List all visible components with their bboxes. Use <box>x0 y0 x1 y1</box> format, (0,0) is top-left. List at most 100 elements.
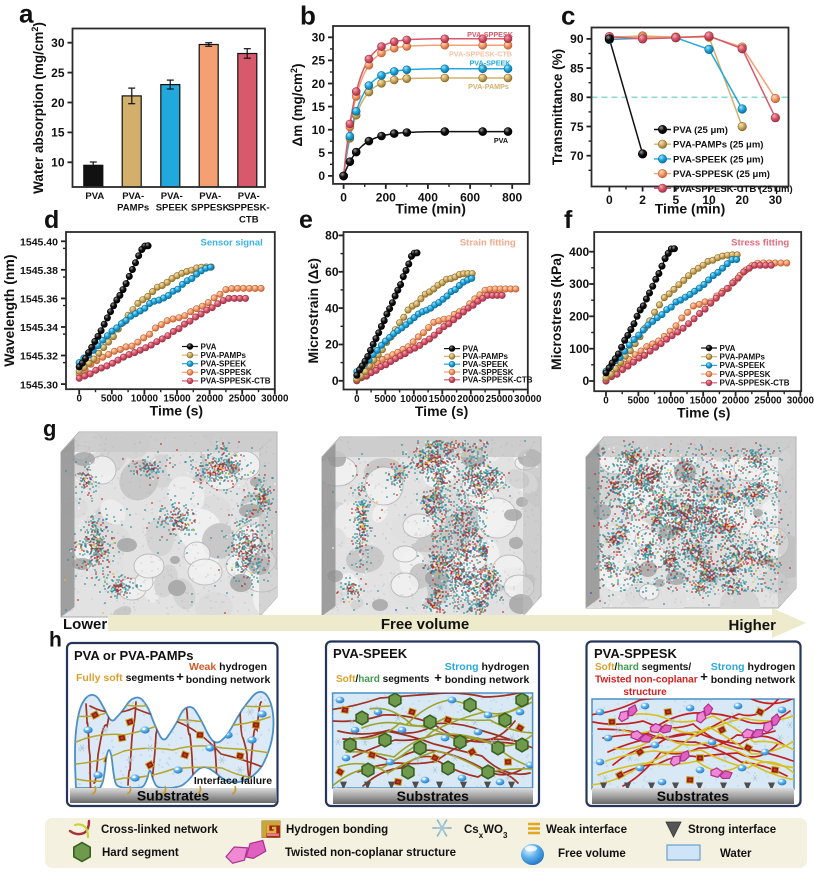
svg-text:30: 30 <box>312 31 326 45</box>
svg-text:20: 20 <box>51 96 65 110</box>
svg-text:b: b <box>300 1 316 31</box>
svg-text:c: c <box>561 0 575 30</box>
svg-text:+: + <box>176 669 184 684</box>
svg-text:Free volume: Free volume <box>381 616 469 633</box>
svg-text:PVA (25 μm): PVA (25 μm) <box>673 125 728 136</box>
svg-text:SPPESK: SPPESK <box>191 203 230 214</box>
svg-text:Strain fitting: Strain fitting <box>460 238 516 249</box>
svg-text:10: 10 <box>702 193 716 207</box>
svg-text:0: 0 <box>318 169 325 183</box>
svg-text:25: 25 <box>312 54 326 68</box>
svg-text:Weak interface: Weak interface <box>546 824 627 836</box>
svg-text:20000: 20000 <box>722 396 750 407</box>
svg-text:f: f <box>564 206 573 234</box>
svg-text:PVA-SPPESK: PVA-SPPESK <box>463 368 514 377</box>
svg-text:15000: 15000 <box>429 394 457 405</box>
svg-text:PAMPs: PAMPs <box>117 203 149 214</box>
svg-text:Interface failure: Interface failure <box>194 775 272 787</box>
svg-text:PVA-SPPESK: PVA-SPPESK <box>720 370 771 379</box>
svg-text:+: + <box>434 670 442 685</box>
svg-text:85: 85 <box>570 61 584 75</box>
svg-text:Twisted non-coplanar structure: Twisted non-coplanar structure <box>285 847 456 859</box>
svg-text:Fully soft segments: Fully soft segments <box>76 672 175 684</box>
svg-text:bonding network: bonding network <box>445 674 530 686</box>
svg-text:Soft/hard segments: Soft/hard segments <box>336 674 430 685</box>
svg-text:Strong hydrogen: Strong hydrogen <box>711 661 796 673</box>
svg-text:10000: 10000 <box>131 394 159 405</box>
svg-text:600: 600 <box>460 190 480 204</box>
svg-text:Time (s): Time (s) <box>415 403 468 419</box>
svg-text:Water absorption (mg/cm2): Water absorption (mg/cm2) <box>30 22 46 194</box>
svg-text:PVA: PVA <box>201 342 217 351</box>
svg-text:e: e <box>299 206 313 234</box>
svg-text:30000: 30000 <box>514 394 542 405</box>
svg-text:PVA-SPPESK-CTB: PVA-SPPESK-CTB <box>720 379 790 388</box>
svg-text:PVA-: PVA- <box>161 191 183 202</box>
svg-text:Hard segment: Hard segment <box>102 847 179 859</box>
svg-text:5000: 5000 <box>374 394 396 405</box>
svg-text:30000: 30000 <box>261 394 289 405</box>
svg-text:PVA-: PVA- <box>199 191 221 202</box>
svg-text:PVA-: PVA- <box>238 191 260 202</box>
svg-text:Strong interface: Strong interface <box>688 824 776 836</box>
svg-text:PVA-SPPESK: PVA-SPPESK <box>201 368 252 377</box>
svg-text:10: 10 <box>312 123 326 137</box>
svg-text:PVA-SPEEK: PVA-SPEEK <box>333 646 408 661</box>
svg-text:Weak hydrogen: Weak hydrogen <box>189 661 267 673</box>
svg-text:Stress fitting: Stress fitting <box>731 238 789 249</box>
svg-text:PVA-PAMPs (25 μm): PVA-PAMPs (25 μm) <box>673 140 763 151</box>
svg-text:PVA or PVA-PAMPs: PVA or PVA-PAMPs <box>74 648 193 663</box>
svg-text:2: 2 <box>639 193 646 207</box>
svg-text:70: 70 <box>570 149 584 163</box>
svg-text:200: 200 <box>376 190 396 204</box>
svg-text:0: 0 <box>606 193 613 207</box>
svg-text:30: 30 <box>769 193 783 207</box>
svg-text:90: 90 <box>570 32 584 46</box>
svg-text:PVA: PVA <box>463 344 479 353</box>
svg-text:20: 20 <box>312 77 326 91</box>
svg-text:PVA-SPPESK: PVA-SPPESK <box>594 646 677 661</box>
svg-text:20: 20 <box>736 193 750 207</box>
svg-text:30: 30 <box>51 36 65 50</box>
svg-text:d: d <box>44 206 59 234</box>
svg-text:Substrates: Substrates <box>657 788 730 804</box>
svg-text:Transmittance (%): Transmittance (%) <box>550 49 565 165</box>
svg-text:80: 80 <box>325 229 339 243</box>
svg-text:Time (min): Time (min) <box>395 201 466 217</box>
svg-text:30000: 30000 <box>787 396 814 407</box>
svg-text:1545.30: 1545.30 <box>20 379 58 391</box>
svg-text:structure: structure <box>623 687 667 698</box>
svg-text:PVA-SPPESK-CTB: PVA-SPPESK-CTB <box>201 377 271 386</box>
svg-text:PVA-SPEEK: PVA-SPEEK <box>201 360 247 369</box>
svg-text:5: 5 <box>672 193 679 207</box>
svg-text:g: g <box>43 416 56 441</box>
svg-text:Microstrain (Δε): Microstrain (Δε) <box>305 258 321 363</box>
svg-text:15000: 15000 <box>163 394 191 405</box>
svg-text:bonding network: bonding network <box>711 674 796 686</box>
svg-text:Cross-linked network: Cross-linked network <box>101 824 219 836</box>
svg-text:PVA-SPPESK-CTB: PVA-SPPESK-CTB <box>449 49 512 58</box>
svg-text:Sensor signal: Sensor signal <box>200 238 262 249</box>
svg-text:300: 300 <box>569 277 589 291</box>
svg-text:PVA-: PVA- <box>122 191 144 202</box>
svg-text:SPPESK-: SPPESK- <box>228 203 270 214</box>
svg-text:5: 5 <box>318 146 325 160</box>
svg-text:20: 20 <box>325 338 339 352</box>
svg-text:20000: 20000 <box>196 394 224 405</box>
svg-text:0: 0 <box>340 190 347 204</box>
svg-text:PVA-SPPESK (25 μm): PVA-SPPESK (25 μm) <box>673 169 770 180</box>
svg-text:CTB: CTB <box>239 215 259 226</box>
svg-text:Substrates: Substrates <box>397 788 470 804</box>
svg-text:0: 0 <box>76 394 82 405</box>
svg-text:bonding network: bonding network <box>186 674 271 686</box>
svg-text:Free volume: Free volume <box>558 848 626 860</box>
svg-text:+: + <box>700 669 708 684</box>
svg-text:60: 60 <box>325 265 339 279</box>
svg-text:0: 0 <box>332 374 339 388</box>
svg-text:PVA-SPEEK: PVA-SPEEK <box>469 59 511 68</box>
svg-text:1545.32: 1545.32 <box>20 351 58 363</box>
svg-text:0: 0 <box>603 396 609 407</box>
svg-text:20000: 20000 <box>457 394 485 405</box>
svg-text:15000: 15000 <box>690 396 718 407</box>
svg-text:PVA-SPPESK-CTB (25 μm): PVA-SPPESK-CTB (25 μm) <box>673 184 793 195</box>
